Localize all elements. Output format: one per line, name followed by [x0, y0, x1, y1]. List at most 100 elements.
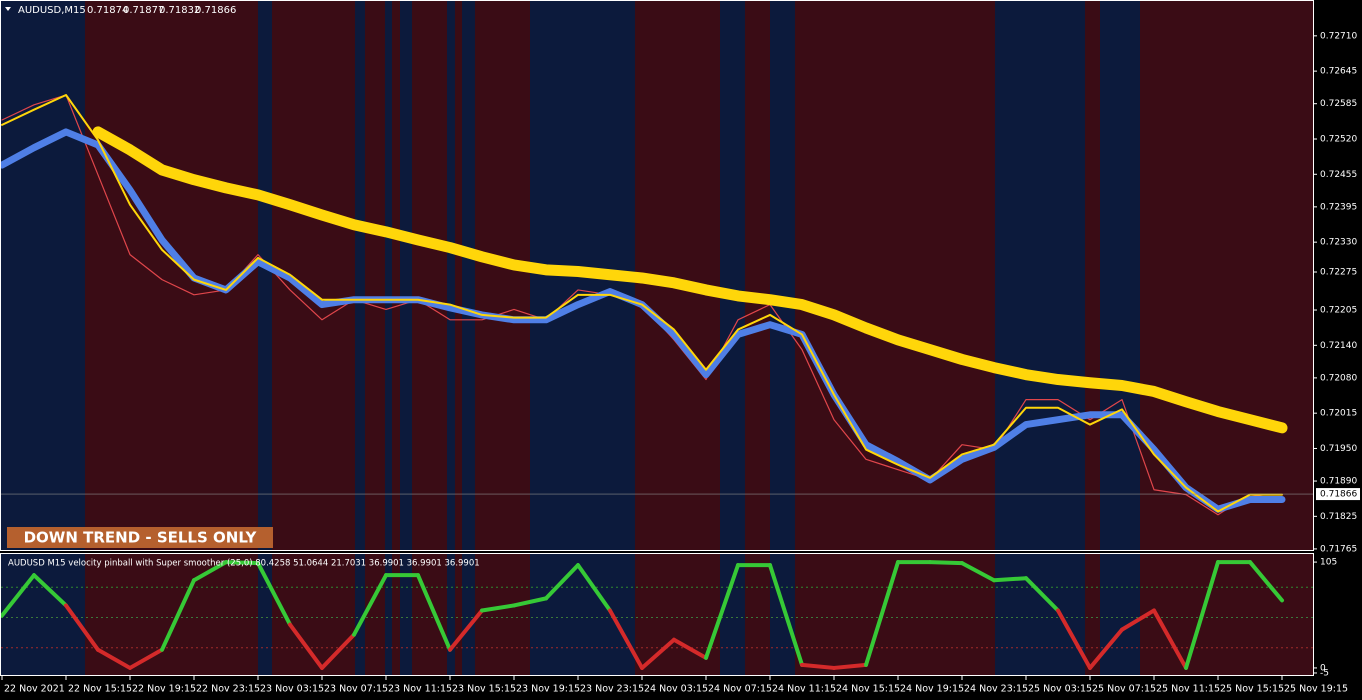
indicator-segment	[224, 560, 260, 566]
indicator-segment	[416, 573, 452, 652]
indicator-segment	[640, 637, 676, 670]
bg-up	[462, 554, 475, 675]
bg-up	[720, 1, 745, 550]
bg-up	[1100, 554, 1140, 675]
x-tick-label: 22 Nov 23:15	[196, 684, 260, 695]
series-line	[92, 126, 1288, 434]
bg-up	[385, 1, 392, 550]
bg-up	[447, 554, 455, 675]
y-tick-label: 0.72645	[1320, 67, 1357, 77]
x-tick-label: 25 Nov 03:15	[1028, 684, 1092, 695]
bg-up	[355, 1, 365, 550]
plots	[0, 94, 1313, 670]
indicator-segment	[192, 560, 228, 583]
indicator-segment	[544, 563, 580, 601]
indicator-segment	[160, 578, 196, 652]
sub-frame	[0, 553, 1314, 676]
indicator-segment	[64, 603, 100, 652]
bg-up	[770, 1, 795, 550]
y-tick-label: 0.71825	[1320, 512, 1357, 522]
x-tick-label: 24 Nov 19:15	[900, 684, 964, 695]
indicator-segment	[320, 632, 356, 670]
quote-high: 0.71877	[123, 5, 164, 16]
trend-bands	[1, 1, 1140, 675]
symbol: AUDUSD,M15	[18, 5, 86, 16]
y-tick-label: 0.72455	[1320, 170, 1357, 180]
indicator-segment	[672, 637, 708, 660]
indicator-segment	[768, 563, 804, 667]
annotation: DOWN TREND - SELLS ONLY	[24, 529, 258, 547]
x-tick-label: 24 Nov 23:15	[964, 684, 1028, 695]
quote-open: 0.71874	[87, 5, 128, 16]
indicator-segment	[1184, 560, 1220, 670]
x-tick-label: 25 Nov 07:15	[1092, 684, 1156, 695]
indicator-segment	[128, 647, 164, 670]
y-tick-label: 0.72080	[1320, 373, 1357, 383]
x-tick-label: 23 Nov 03:15	[260, 684, 324, 695]
y-tick-label: 0.72520	[1320, 134, 1357, 144]
y-tick-label: 0.72330	[1320, 238, 1357, 248]
bg-up	[400, 1, 412, 550]
bg-up	[1100, 1, 1140, 550]
x-tick-label: 25 Nov 19:15	[1284, 684, 1348, 695]
sub-title: AUDUSD M15 velocity pinball with Super s…	[8, 559, 480, 569]
indicator-segment	[1120, 608, 1156, 632]
bg-up	[720, 554, 745, 675]
y-tick-label: 0.71950	[1320, 444, 1357, 454]
x-tick-label: 25 Nov 11:15	[1156, 684, 1220, 695]
indicator-segment	[1152, 608, 1188, 670]
main-frame	[0, 0, 1314, 551]
indicator-segment	[1088, 627, 1124, 670]
x-tick-label: 24 Nov 03:15	[644, 684, 708, 695]
bg-up	[462, 1, 475, 550]
indicator-segment	[992, 576, 1028, 583]
y-tick-label: 0.72585	[1320, 99, 1357, 109]
price-label: 0.71866	[1320, 490, 1357, 500]
y-tick-label: -5	[1320, 668, 1329, 678]
indicator-segment	[960, 561, 996, 583]
indicator-segment	[0, 573, 36, 618]
x-tick-label: 23 Nov 11:15	[388, 684, 452, 695]
y-tick-label: 0.72205	[1320, 306, 1357, 316]
indicator-segment	[576, 563, 612, 613]
y-tick-label: 0.72275	[1320, 268, 1357, 278]
indicator-segment	[32, 573, 68, 608]
series-line	[1, 94, 1283, 513]
indicator-segment	[96, 647, 132, 670]
x-tick-label: 24 Nov 07:15	[708, 684, 772, 695]
indicator-segment	[480, 603, 516, 613]
indicator-segment	[800, 662, 836, 670]
x-tick-label: 24 Nov 15:15	[836, 684, 900, 695]
y-tick-label: 0.72015	[1320, 409, 1357, 419]
y-tick-label: 0.72395	[1320, 202, 1357, 212]
y-tick-label: 105	[1320, 558, 1337, 568]
x-tick-label: 22 Nov 15:15	[68, 684, 132, 695]
indicator-segment	[352, 573, 388, 637]
price-box	[1316, 488, 1360, 501]
x-tick-label: 23 Nov 07:15	[324, 684, 388, 695]
x-tick-label: 24 Nov 11:15	[772, 684, 836, 695]
x-tick-label: 22 Nov 19:15	[132, 684, 196, 695]
bg-up	[995, 554, 1085, 675]
indicator-segment	[512, 596, 548, 608]
bg-up	[447, 1, 455, 550]
indicator-segment	[832, 662, 868, 670]
x-tick-label: 23 Nov 15:15	[452, 684, 516, 695]
indicator-segment	[1056, 608, 1092, 670]
y-tick-label: 0	[1320, 663, 1326, 673]
y-tick-label: 0.72140	[1320, 341, 1357, 351]
y-tick-label: 0.71890	[1320, 477, 1357, 487]
indicator-segment	[448, 608, 484, 652]
quote-low: 0.71832	[159, 5, 200, 16]
menu-arrow	[5, 7, 11, 11]
bg-up	[355, 554, 365, 675]
bg-up	[385, 554, 392, 675]
quote-close: 0.71866	[195, 5, 236, 16]
bg-up	[258, 1, 272, 550]
x-tick-label: 23 Nov 23:15	[580, 684, 644, 695]
indicator-segment	[288, 622, 324, 670]
indicator-segment	[1024, 576, 1060, 613]
indicator-segment	[608, 608, 644, 670]
indicator-segment	[1248, 560, 1284, 603]
x-tick-label: 23 Nov 19:15	[516, 684, 580, 695]
